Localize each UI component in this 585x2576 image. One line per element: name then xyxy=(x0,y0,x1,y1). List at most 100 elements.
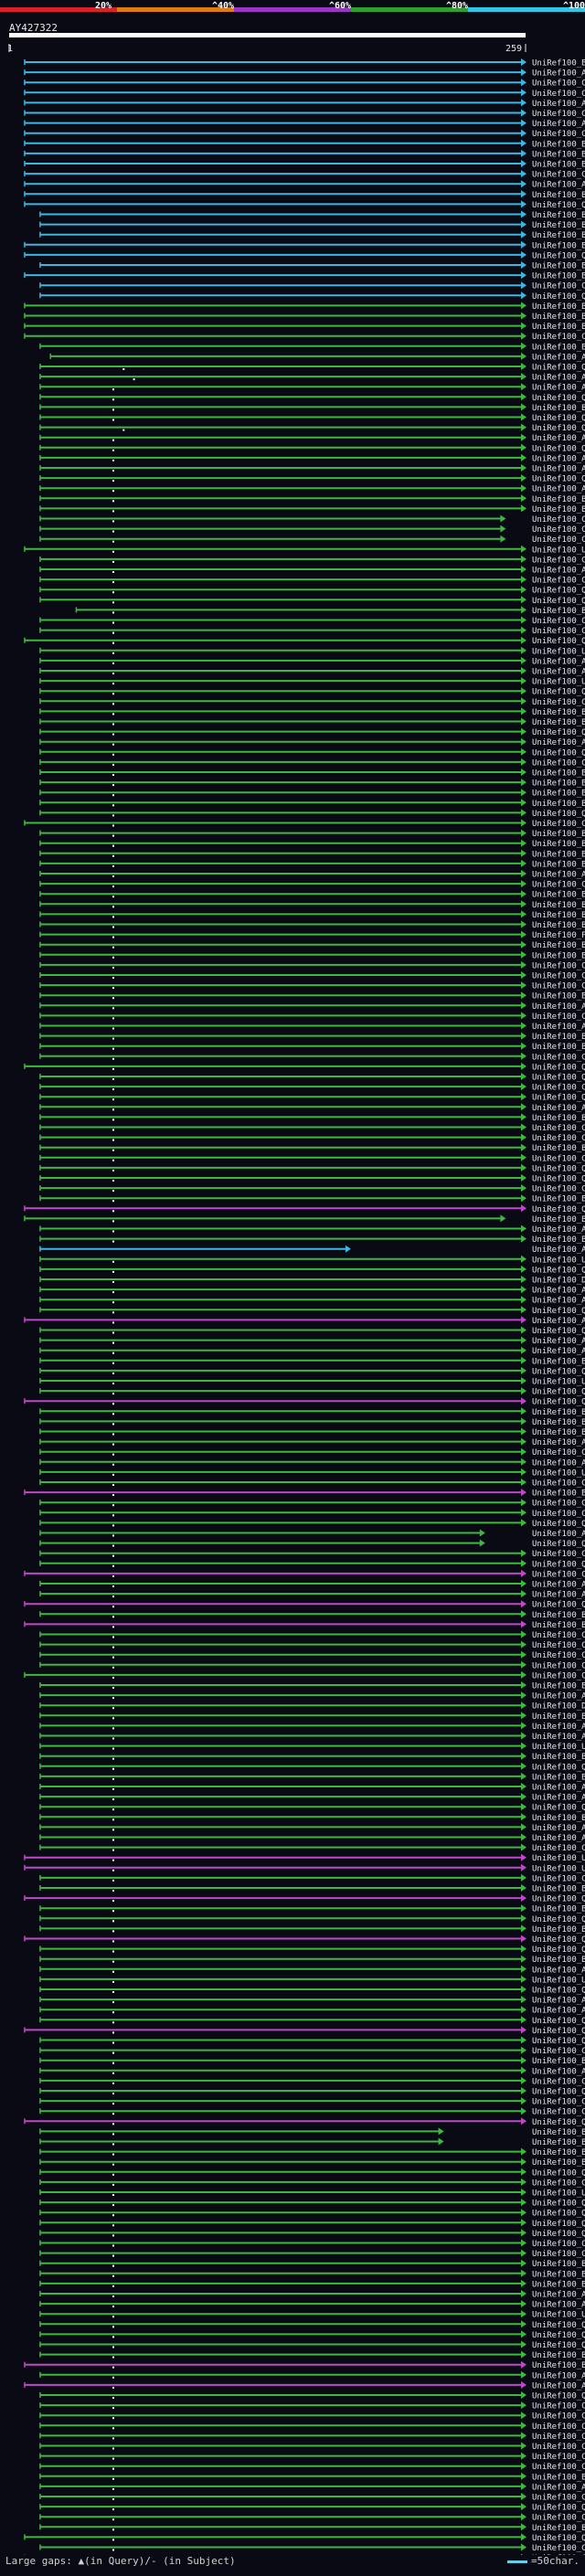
hit-row[interactable]: UniRef100_A5CMU3 xyxy=(39,2300,585,2310)
hit-row[interactable]: UniRef100_Q0I134 xyxy=(39,1306,585,1316)
hit-label[interactable]: UniRef100_C3K9D0 xyxy=(532,1053,585,1062)
hit-row[interactable]: UniRef100_B8FFT0 xyxy=(24,1214,585,1224)
hit-row[interactable]: UniRef100_Q1HFT6 xyxy=(39,2087,585,2097)
hit-label[interactable]: UniRef100_B8LW23 xyxy=(532,1235,585,1245)
hit-row[interactable]: UniRef100_C7QH93 xyxy=(39,1153,585,1164)
hit-label[interactable]: UniRef100_A9ADJ4 xyxy=(532,1692,585,1701)
hit-row[interactable]: UniRef100_P0AGE7 xyxy=(39,930,585,941)
hit-label[interactable]: UniRef100_Q0I134 xyxy=(532,1307,585,1316)
hit-label[interactable]: UniRef100_A1WRT5 xyxy=(532,1337,585,1346)
hit-label[interactable]: UniRef100_B4TP90 xyxy=(532,800,585,809)
hit-label[interactable]: UniRef100_P0AGE7 xyxy=(532,931,585,940)
hit-label[interactable]: UniRef100_C5Y1V6 xyxy=(532,282,585,292)
hit-label[interactable]: UniRef100_A9PBU5 xyxy=(532,181,585,190)
hit-label[interactable]: UniRef100_C8VFC5 xyxy=(532,2433,585,2442)
hit-label[interactable]: UniRef100_A5AS93 xyxy=(532,100,585,109)
hit-row[interactable]: UniRef100_A3Y1J5 xyxy=(39,2482,585,2493)
hit-label[interactable]: UniRef100_C4RX59 xyxy=(532,627,585,636)
hit-row[interactable]: UniRef100_B2IEG6 xyxy=(39,2147,585,2158)
hit-row[interactable]: UniRef100_C8UJA1 xyxy=(39,1012,585,1022)
hit-row[interactable]: UniRef100_B2S5F1 xyxy=(39,1417,585,1427)
hit-label[interactable]: UniRef100_B5NDN8 xyxy=(532,779,585,789)
hit-row[interactable]: UniRef100_A4SZN7 xyxy=(39,484,585,494)
hit-row[interactable]: UniRef100_B3R1D9 xyxy=(75,606,585,616)
hit-row[interactable]: UniRef100_B7MR15 xyxy=(39,829,585,840)
hit-label[interactable]: UniRef100_Q47EH4 xyxy=(532,414,585,423)
hit-label[interactable]: UniRef100_Q6T3F0 xyxy=(532,1895,585,1904)
hit-label[interactable]: UniRef100_Q3VER8 xyxy=(532,1601,585,1610)
hit-label[interactable]: UniRef100_B6UDE7 xyxy=(532,211,585,220)
hit-row[interactable]: UniRef100_C9MNW7 xyxy=(39,2543,585,2554)
hit-row[interactable]: UniRef100_C3YHX1 xyxy=(39,2178,585,2189)
hit-label[interactable]: UniRef100_B6ML28 xyxy=(532,2260,585,2269)
hit-label[interactable]: UniRef100_Q3KE71 xyxy=(532,1094,585,1103)
hit-row[interactable]: UniRef100_A1WRT5 xyxy=(39,1336,585,1347)
hit-row[interactable]: UniRef100_B9SWY8 xyxy=(24,271,585,281)
hit-row[interactable]: UniRef100_UPI000... xyxy=(39,1255,585,1266)
hit-row[interactable]: UniRef100_Q39H12 xyxy=(39,1914,585,1924)
hit-label[interactable]: UniRef100_B9HRB4 xyxy=(532,150,585,159)
hit-label[interactable]: UniRef100_A6Y5W7 xyxy=(532,668,585,677)
hit-row[interactable]: UniRef100_B2T723 xyxy=(39,1610,585,1620)
hit-label[interactable]: UniRef100_Q1M331 xyxy=(532,2230,585,2239)
hit-row[interactable]: UniRef100_Q7P6N6 xyxy=(39,474,585,484)
hit-row[interactable]: UniRef100_A4KU11 xyxy=(39,383,585,393)
hit-row[interactable]: UniRef100_C1YTI8 xyxy=(39,2097,585,2107)
hit-row[interactable]: UniRef100_Q8Q287 xyxy=(39,2209,585,2219)
hit-label[interactable]: UniRef100_A8G7P3 xyxy=(532,454,585,463)
hit-row[interactable]: UniRef100_A3MH39 xyxy=(39,1823,585,1833)
hit-label[interactable]: UniRef100_A9AKT6 xyxy=(532,1347,585,1356)
hit-row[interactable]: UniRef100_A6HCM3 xyxy=(39,656,585,667)
hit-label[interactable]: UniRef100_C1FE74 xyxy=(532,556,585,565)
hit-row[interactable]: UniRef100_B3WVF1 xyxy=(39,910,585,920)
hit-label[interactable]: UniRef100_B1LL39 xyxy=(532,860,585,869)
hit-label[interactable]: UniRef100_C6R5G0 xyxy=(532,2402,585,2412)
hit-label[interactable]: UniRef100_B7M5V0 xyxy=(532,59,585,69)
hit-row[interactable]: UniRef100_B4FVG7 xyxy=(39,230,585,241)
hit-label[interactable]: UniRef100_A5CV82 xyxy=(532,2371,585,2380)
hit-label[interactable]: UniRef100_C5WHC1 xyxy=(532,2047,585,2056)
hit-label[interactable]: UniRef100_B7CWK6 xyxy=(532,1814,585,1823)
hit-label[interactable]: UniRef100_A3MH39 xyxy=(532,1824,585,1833)
hit-row[interactable]: UniRef100_A5WL73 xyxy=(39,1793,585,1803)
hit-label[interactable]: UniRef100_A5ETW4 xyxy=(532,2067,585,2076)
hit-label[interactable]: UniRef100_Q4SZQ1 xyxy=(532,597,585,606)
hit-label[interactable]: UniRef100_A1U0N4 xyxy=(532,1723,585,1732)
hit-row[interactable]: UniRef100_B1FUL8 xyxy=(39,1955,585,1966)
hit-row[interactable]: UniRef100_A5CV82 xyxy=(39,2370,585,2381)
hit-row[interactable]: UniRef100_Q1QSY7 xyxy=(24,636,585,647)
hit-row[interactable]: UniRef100_Q8H9Q2 xyxy=(24,200,585,210)
hit-label[interactable]: UniRef100_C6TZX0 xyxy=(532,80,585,89)
hit-row[interactable]: UniRef100_Q8FYP6 xyxy=(39,2168,585,2178)
hit-row[interactable]: UniRef100_Q0J240 xyxy=(39,363,585,373)
hit-row[interactable]: UniRef100_Q46P84 xyxy=(39,1519,585,1529)
hit-row[interactable]: UniRef100_Q3VER8 xyxy=(24,1600,585,1610)
hit-label[interactable]: UniRef100_C4US97 xyxy=(532,617,585,626)
hit-row[interactable]: UniRef100_B9HRB4 xyxy=(24,149,585,160)
hit-row[interactable]: UniRef100_C5XIG7 xyxy=(24,332,585,343)
hit-label[interactable]: UniRef100_C6YJH0 xyxy=(532,2443,585,2452)
hit-row[interactable]: UniRef100_A6YBZ3 xyxy=(49,352,585,363)
hit-row[interactable]: UniRef100_B7CWK6 xyxy=(39,1813,585,1823)
hit-row[interactable]: UniRef100_Q1M331 xyxy=(39,2229,585,2239)
hit-row[interactable]: UniRef100_B5BED4 xyxy=(39,900,585,910)
hit-label[interactable]: UniRef100_UPI000... xyxy=(532,1743,585,1752)
hit-label[interactable]: UniRef100_Q49DX9 xyxy=(532,1164,585,1173)
hit-row[interactable]: UniRef100_A6KMP7 xyxy=(39,1103,585,1113)
hit-label[interactable]: UniRef100_C6SYD2 xyxy=(532,90,585,99)
hit-row[interactable]: UniRef100_A1U0N4 xyxy=(39,1722,585,1732)
hit-label[interactable]: UniRef100_A1JT96 xyxy=(532,1023,585,1032)
hit-row[interactable]: UniRef100_B7UM10 xyxy=(39,940,585,951)
hit-label[interactable]: UniRef100_C9MNW7 xyxy=(532,2544,585,2553)
hit-label[interactable]: UniRef100_B7LX55 xyxy=(532,992,585,1002)
hit-label[interactable]: UniRef100_Q7CN18 xyxy=(532,728,585,737)
hit-row[interactable]: UniRef100_C8SZE4 xyxy=(39,1509,585,1519)
hit-label[interactable]: UniRef100_C4I4M1 xyxy=(532,1844,585,1853)
hit-row[interactable]: UniRef100_A7Q5F1 xyxy=(24,119,585,130)
hit-row[interactable]: UniRef100_Q49DX9 xyxy=(39,1163,585,1174)
hit-label[interactable]: UniRef100_B2IEG6 xyxy=(532,2148,585,2157)
hit-row[interactable]: UniRef100_B3V8K4 xyxy=(39,2472,585,2483)
hit-label[interactable]: UniRef100_B2T723 xyxy=(532,1611,585,1620)
hit-row[interactable]: UniRef100_C3KXL4 xyxy=(39,971,585,981)
hit-label[interactable]: UniRef100_C6SX07 xyxy=(532,110,585,119)
